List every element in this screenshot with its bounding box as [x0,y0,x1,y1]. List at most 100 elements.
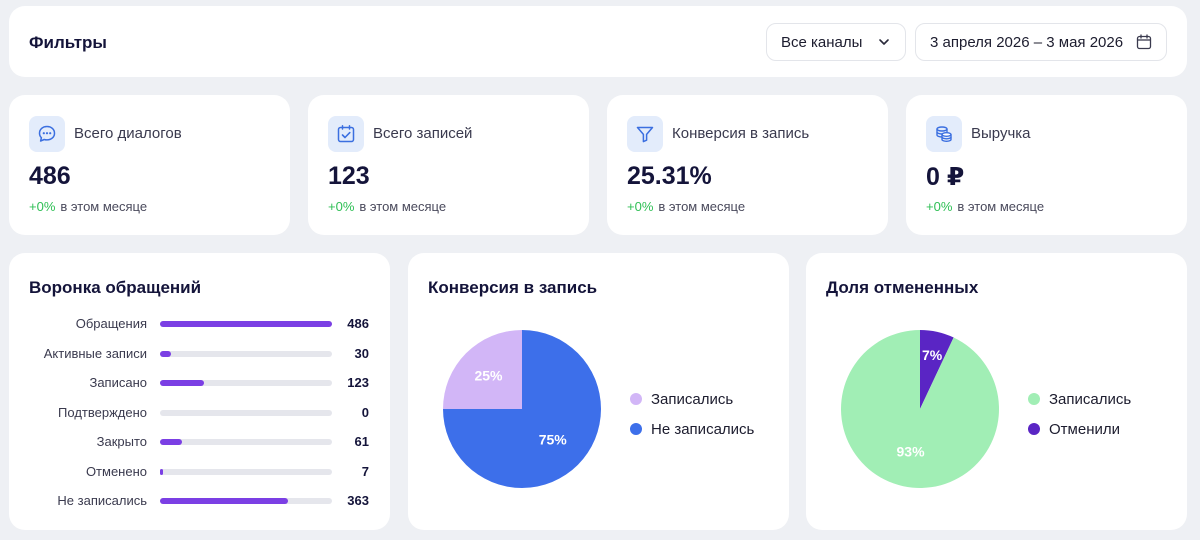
stat-card-bookings: Всего записей 123 +0% в этом месяце [308,95,589,235]
stat-label: Конверсия в запись [672,125,810,142]
stat-card-conversion: Конверсия в запись 25.31% +0% в этом меся… [607,95,888,235]
funnel-row-value: 61 [354,434,369,449]
funnel-row-label: Записано [89,375,147,390]
pie-slice-label: 25% [474,367,503,383]
legend-swatch [1028,393,1040,405]
cancelled-card: Доля отмененных 7% 93% Записались Отменил… [806,253,1187,530]
funnel-row: Обращения 486 [9,314,390,334]
legend-label: Записались [1049,390,1132,408]
coins-icon [926,116,962,152]
pie-slice [920,330,954,409]
conversion-legend: Записались Не записались [630,384,754,444]
legend-item: Записались [630,384,754,414]
funnel-row: Подтверждено 0 [9,403,390,423]
calendar-check-icon [328,116,364,152]
stat-label: Всего записей [373,125,473,142]
stat-delta-percent: +0% [328,199,355,214]
date-range-picker[interactable]: 3 апреля 2026 – 3 мая 2026 [915,23,1167,61]
funnel-row: Закрыто 61 [9,432,390,452]
funnel-row-value: 0 [361,404,369,420]
cancelled-legend: Записались Отменили [1028,384,1131,444]
funnel-bar [160,498,289,504]
funnel-bar [160,350,171,357]
funnel-bar-track [160,498,332,504]
cancelled-title: Доля отмененных [826,278,979,297]
chevron-down-icon [879,39,889,45]
funnel-row-label: Обращения [75,316,147,331]
legend-swatch [630,393,642,405]
funnel-card: Воронка обращений Обращения 486 Активные з… [9,253,390,530]
funnel-bar [160,321,332,327]
stat-delta-suffix: в этом месяце [60,199,148,214]
pie-slice-label: 93% [897,443,926,459]
stat-value: 123 [328,162,370,190]
stat-delta: +0% в этом месяце [627,199,745,214]
pie-slice-label: 75% [539,432,568,448]
filters-bar: Фильтры Все каналы 3 апреля 2026 – 3 мая… [9,6,1187,77]
funnel-row-label: Подтверждено [58,404,147,420]
cancelled-pie-chart: 7% 93% [841,330,999,488]
legend-item: Отменили [1028,414,1131,444]
stat-delta-percent: +0% [926,199,953,214]
conversion-card: Конверсия в запись 25% 75% Записались Не … [408,253,789,530]
legend-item: Не записались [630,414,754,444]
conversion-title: Конверсия в запись [428,278,598,297]
funnel-row: Отменено 7 [9,462,390,482]
funnel-bar-track [160,350,332,357]
stat-value: 486 [29,162,71,190]
pie-slice [443,330,601,488]
stat-delta-suffix: в этом месяце [359,199,447,214]
funnel-row-label: Не записались [57,493,147,508]
funnel-row-value: 30 [354,345,369,361]
funnel-bar [160,468,163,475]
funnel-row: Активные записи 30 [9,344,390,364]
funnel-title: Воронка обращений [29,278,202,297]
channel-select-value: Все каналы [781,33,863,51]
pie-slice-label: 7% [922,347,943,363]
legend-item: Записались [1028,384,1131,414]
funnel-bar-track [160,380,332,386]
funnel-row: Не записались 363 [9,491,390,511]
stat-label: Выручка [971,125,1031,142]
legend-label: Отменили [1049,420,1120,438]
stat-value: 0 ₽ [926,163,965,191]
stat-delta-percent: +0% [29,199,56,214]
funnel-bar [160,439,182,445]
stat-card-revenue: Выручка 0 ₽ +0% в этом месяце [906,95,1187,235]
stat-delta-percent: +0% [627,199,654,214]
calendar-icon [1136,34,1152,50]
funnel-row-label: Активные записи [43,345,147,361]
funnel-row-value: 486 [347,316,369,331]
funnel-row-label: Закрыто [96,434,147,449]
legend-swatch [1028,423,1040,435]
funnel-row-value: 363 [347,493,369,508]
conversion-pie-chart: 25% 75% [443,330,601,488]
filters-title: Фильтры [29,33,107,52]
chat-icon [29,116,65,152]
funnel-bar-track [160,321,332,327]
stat-delta: +0% в этом месяце [926,199,1044,214]
stat-label: Всего диалогов [74,125,182,142]
legend-label: Не записались [651,420,755,438]
pie-slice [841,330,999,488]
date-range-value: 3 апреля 2026 – 3 мая 2026 [930,33,1124,51]
stat-delta-suffix: в этом месяце [658,199,746,214]
funnel-row: Записано 123 [9,373,390,393]
stat-delta: +0% в этом месяце [328,199,446,214]
channel-select[interactable]: Все каналы [766,23,906,61]
funnel-bar-track [160,409,332,416]
funnel-bar [160,380,204,386]
legend-swatch [630,423,642,435]
stat-card-dialogs: Всего диалогов 486 +0% в этом месяце [9,95,290,235]
funnel-row-label: Отменено [85,463,147,479]
funnel-bar-track [160,439,332,445]
funnel-icon [627,116,663,152]
stat-delta: +0% в этом месяце [29,199,147,214]
pie-slice [443,330,522,409]
stat-value: 25.31% [627,162,712,190]
legend-label: Записались [651,390,734,408]
stat-delta-suffix: в этом месяце [957,199,1045,214]
funnel-row-value: 123 [347,375,369,390]
funnel-row-value: 7 [361,463,369,479]
funnel-bar-track [160,468,332,475]
